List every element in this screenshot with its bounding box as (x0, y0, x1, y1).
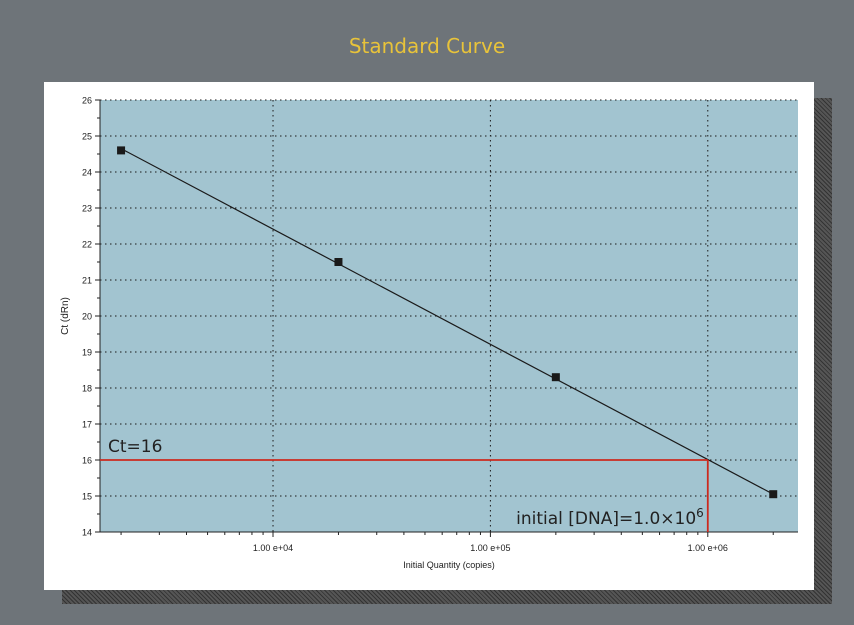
x-axis-label: Initial Quantity (copies) (403, 560, 495, 570)
y-tick-label: 19 (82, 348, 92, 358)
plot-area (100, 100, 798, 532)
data-point (551, 373, 560, 382)
x-tick-label: 1.00 e+05 (470, 543, 510, 553)
data-point (334, 258, 343, 266)
chart-title: Standard Curve (348, 34, 506, 58)
data-points (117, 146, 778, 499)
data-point (117, 146, 126, 155)
y-tick-label: 21 (82, 276, 92, 286)
y-tick-label: 18 (82, 384, 92, 394)
dna-annotation-label: initial [DNA]=1.0×106 (516, 506, 704, 529)
y-tick-label: 26 (82, 96, 92, 106)
y-tick-label: 22 (82, 240, 92, 250)
fit-line (120, 148, 774, 495)
y-tick-label: 14 (82, 528, 92, 538)
dna-annotation-superscript: 6 (696, 506, 704, 520)
y-tick-label: 16 (82, 456, 92, 466)
y-tick-label: 23 (82, 204, 92, 214)
x-tick-label: 1.00 e+06 (688, 543, 728, 553)
dna-annotation-main: initial [DNA]=1.0×10 (516, 509, 696, 529)
data-point (769, 490, 778, 499)
y-tick-label: 17 (82, 420, 92, 430)
y-tick-label: 24 (82, 168, 92, 178)
y-tick-label: 15 (82, 492, 92, 502)
x-tick-label: 1.00 e+04 (253, 543, 293, 553)
y-tick-label: 20 (82, 312, 92, 322)
tick-labels: 14 15 16 17 18 19 20 21 22 23 24 25 26 1.00 e+04 1.00 … (82, 96, 728, 554)
y-tick-label: 25 (82, 132, 92, 142)
y-axis-label: Ct (dRn) (60, 297, 71, 335)
ct-annotation-label: Ct=16 (108, 437, 162, 457)
